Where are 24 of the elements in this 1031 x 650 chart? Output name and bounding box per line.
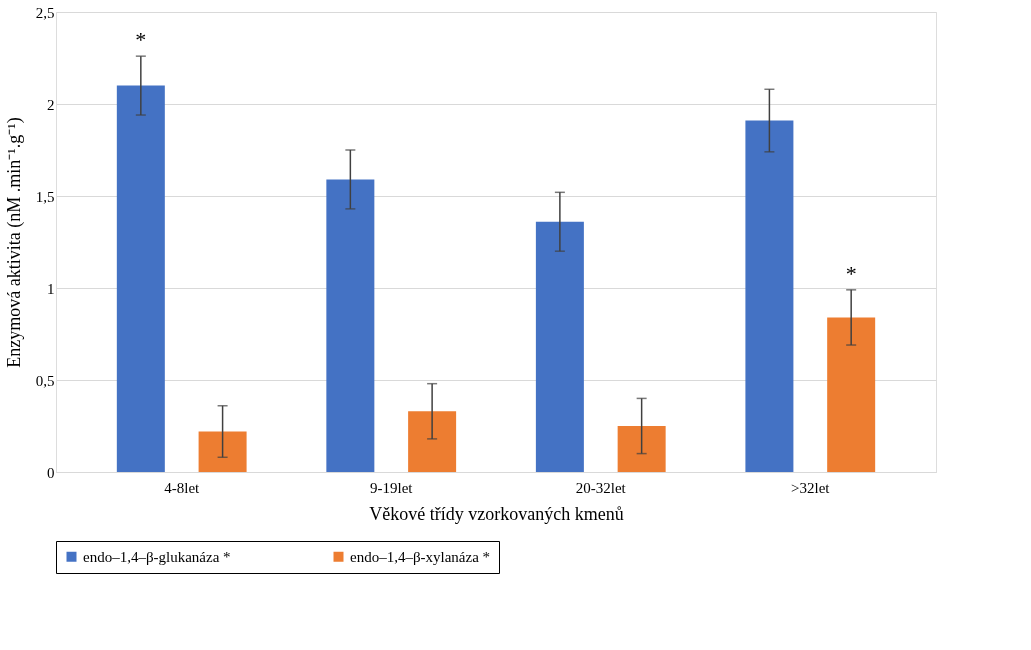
bar: [116, 85, 165, 472]
y-axis-title: Enzymová aktivita (nM .min⁻¹.g⁻¹): [3, 117, 25, 368]
bar: [745, 120, 794, 472]
y-tick-label: 2,5: [35, 4, 55, 21]
bar: [198, 431, 247, 472]
annotation: *: [845, 260, 857, 286]
y-tick-label: 1,5: [35, 188, 55, 205]
x-tick-label: 9-19let: [369, 479, 414, 496]
bar: [408, 411, 457, 472]
legend-label: endo–1,4–β-glukanáza *: [83, 548, 231, 565]
legend-label: endo–1,4–β-xylanáza *: [350, 548, 491, 565]
y-tick-label: 1: [47, 280, 55, 297]
bar: [535, 221, 584, 472]
bar: [827, 317, 876, 472]
x-tick-label: 4-8let: [164, 479, 201, 496]
annotation: *: [135, 27, 147, 53]
y-tick-label: 0,5: [35, 372, 55, 389]
x-tick-label: 20-32let: [575, 479, 627, 496]
x-tick-label: >32let: [791, 479, 831, 496]
bar: [617, 426, 666, 472]
bar: [326, 179, 375, 472]
y-tick-label: 2: [47, 96, 55, 113]
x-axis-title: Věkové třídy vzorkovaných kmenů: [369, 503, 624, 524]
y-tick-label: 0: [47, 464, 55, 481]
